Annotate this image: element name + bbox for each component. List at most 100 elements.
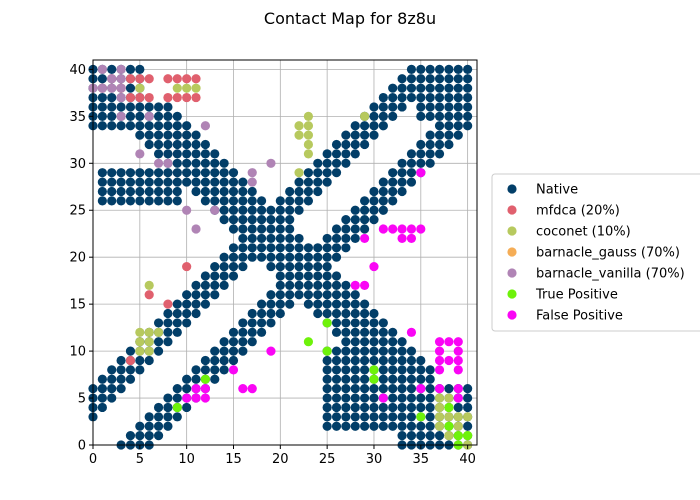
native-point <box>341 412 351 422</box>
native-point <box>397 102 407 112</box>
mfdca-20-point <box>125 74 136 84</box>
native-point <box>256 233 267 244</box>
native-point <box>406 74 417 84</box>
native-point <box>463 64 473 74</box>
false-positive-point <box>360 280 370 290</box>
native-point <box>294 233 304 244</box>
native-point <box>397 158 407 168</box>
native-point <box>350 224 360 234</box>
native-point <box>378 355 388 366</box>
native-point <box>425 83 435 93</box>
native-point <box>444 64 454 74</box>
native-point <box>238 224 248 234</box>
legend-marker <box>507 268 517 278</box>
native-point <box>228 337 239 347</box>
native-point <box>163 196 173 206</box>
native-point <box>294 280 304 290</box>
native-point <box>153 196 164 206</box>
native-point <box>341 365 351 375</box>
native-point <box>331 271 342 281</box>
native-point <box>125 64 136 74</box>
native-point <box>360 318 370 328</box>
native-point <box>182 121 192 131</box>
native-point <box>341 139 351 150</box>
barnacle-vanilla-70-point <box>163 158 173 168</box>
native-point <box>256 196 267 206</box>
native-point <box>303 280 314 290</box>
native-point <box>256 299 267 309</box>
native-point <box>107 64 117 74</box>
native-point <box>425 102 435 112</box>
native-point <box>434 431 445 441</box>
native-point <box>463 92 473 103</box>
native-point <box>107 168 117 178</box>
native-point <box>219 261 229 272</box>
native-point <box>397 83 407 93</box>
native-point <box>313 243 323 253</box>
native-point <box>416 393 426 403</box>
coconet-10-point <box>135 346 145 356</box>
native-point <box>97 92 107 103</box>
native-point <box>397 421 407 431</box>
native-point <box>97 374 107 384</box>
native-point <box>238 186 248 197</box>
native-point <box>144 130 154 140</box>
native-point <box>116 102 126 112</box>
native-point <box>256 327 267 337</box>
native-point <box>247 205 257 215</box>
native-point <box>228 168 239 178</box>
false-positive-point <box>453 355 463 366</box>
native-point <box>163 402 173 413</box>
native-point <box>416 431 426 441</box>
native-point <box>172 318 182 328</box>
native-point <box>153 431 164 441</box>
native-point <box>210 186 220 197</box>
native-point <box>397 346 407 356</box>
native-point <box>153 346 164 356</box>
native-point <box>360 412 370 422</box>
native-point <box>116 384 126 394</box>
native-point <box>425 149 435 159</box>
legend-label: coconet (10%) <box>536 225 631 240</box>
native-point <box>97 393 107 403</box>
native-point <box>341 299 351 309</box>
native-point <box>182 130 192 140</box>
false-positive-point <box>406 233 417 244</box>
native-point <box>163 186 173 197</box>
native-point <box>350 130 360 140</box>
barnacle-vanilla-70-point <box>116 92 126 103</box>
native-point <box>182 139 192 150</box>
native-point <box>378 121 388 131</box>
native-point <box>425 393 435 403</box>
native-point <box>144 186 154 197</box>
native-point <box>425 412 435 422</box>
coconet-10-point <box>434 412 445 422</box>
native-point <box>116 355 126 366</box>
native-point <box>341 158 351 168</box>
native-point <box>341 130 351 140</box>
native-point <box>313 261 323 272</box>
native-point <box>135 177 145 187</box>
native-point <box>163 308 173 319</box>
coconet-10-point <box>294 168 304 178</box>
false-positive-point <box>369 261 379 272</box>
native-point <box>107 365 117 375</box>
native-point <box>303 290 314 300</box>
x-tick-label: 20 <box>272 452 289 467</box>
native-point <box>163 130 173 140</box>
native-point <box>107 196 117 206</box>
native-point <box>191 149 201 159</box>
legend-marker <box>507 205 517 215</box>
native-point <box>444 139 454 150</box>
chart-title: Contact Map for 8z8u <box>264 9 436 28</box>
native-point <box>210 346 220 356</box>
x-tick-label: 10 <box>178 452 195 467</box>
native-point <box>360 130 370 140</box>
native-point <box>406 355 417 366</box>
native-point <box>341 149 351 159</box>
native-point <box>434 139 445 150</box>
native-point <box>444 121 454 131</box>
native-point <box>275 233 285 244</box>
native-point <box>350 337 360 347</box>
